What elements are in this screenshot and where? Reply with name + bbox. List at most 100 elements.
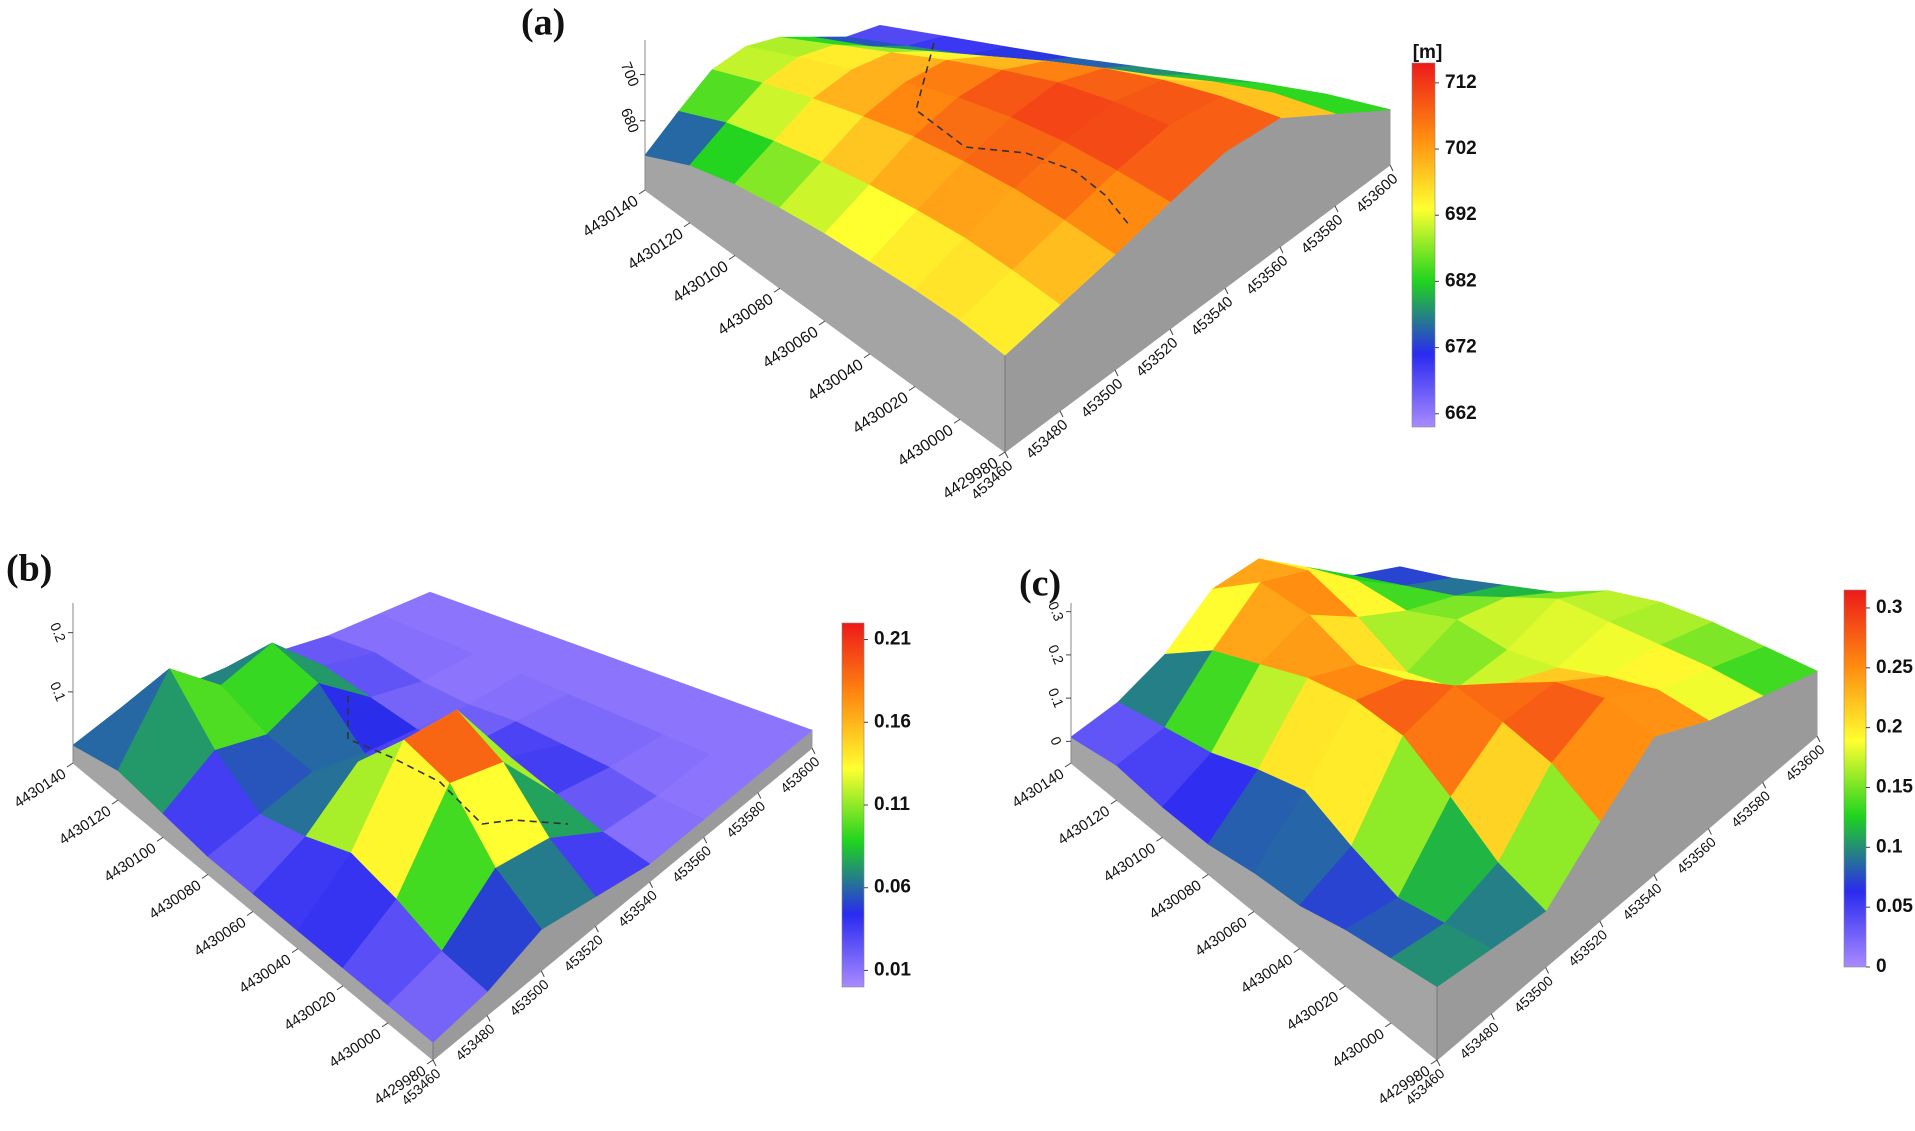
z-tick-label: 0.1 xyxy=(47,679,69,703)
profile-line xyxy=(915,42,1131,227)
y-tick xyxy=(336,985,344,991)
panel: 4429980443000044300204430040443006044300… xyxy=(1009,558,1913,1108)
y-tick xyxy=(1201,873,1209,879)
y-tick xyxy=(908,386,916,391)
x-tick xyxy=(649,881,654,888)
colorbar-tick-label: 0.1 xyxy=(1876,836,1903,857)
y-tick-label: 4430140 xyxy=(1009,765,1067,811)
y-tick-label: 4430080 xyxy=(146,877,204,923)
x-tick xyxy=(703,836,708,844)
y-tick xyxy=(381,1022,389,1028)
x-tick xyxy=(540,970,545,978)
y-tick-label: 4430020 xyxy=(281,988,339,1034)
panel: 4429980443000044300204430040443006044300… xyxy=(521,2,1477,504)
colorbar-tick-label: 0.25 xyxy=(1876,657,1913,678)
x-tick xyxy=(1707,828,1712,835)
x-tick xyxy=(1599,920,1604,928)
colorbar-tick-label: 0.06 xyxy=(874,877,911,898)
y-tick xyxy=(773,287,781,293)
y-tick-label: 4430000 xyxy=(326,1025,384,1071)
y-tick xyxy=(246,911,254,916)
y-tick-label: 4430000 xyxy=(895,422,957,470)
y-tick xyxy=(201,873,209,879)
y-tick xyxy=(1247,911,1255,916)
y-tick-label: 4430100 xyxy=(101,840,159,886)
y-tick xyxy=(1430,1059,1438,1065)
colorbar-tick-label: 0.11 xyxy=(874,794,910,815)
z-tick-label: 0.2 xyxy=(1045,642,1067,666)
y-tick-label: 4430120 xyxy=(56,803,114,849)
y-tick-label: 4430080 xyxy=(1146,877,1204,923)
y-tick-label: 4430140 xyxy=(11,765,69,811)
colorbar-tick-label: 0.2 xyxy=(1876,717,1902,738)
x-tick xyxy=(1279,246,1284,254)
x-tick xyxy=(1389,164,1394,172)
colorbar-tick-label: 0.15 xyxy=(1876,776,1913,797)
colorbar-tick-label: 702 xyxy=(1445,138,1477,159)
x-tick xyxy=(1059,410,1064,418)
y-tick-label: 4430120 xyxy=(625,225,687,273)
colorbar-tick-label: 0.16 xyxy=(874,711,911,732)
y-tick xyxy=(1110,799,1118,805)
y-tick xyxy=(1064,762,1072,768)
x-tick xyxy=(1762,782,1767,789)
colorbar xyxy=(841,622,865,988)
z-tick-label: 0.1 xyxy=(1045,686,1067,710)
y-tick xyxy=(683,222,691,228)
colorbar-tick-label: 672 xyxy=(1445,337,1477,358)
x-tick xyxy=(594,926,599,933)
y-tick xyxy=(638,189,646,195)
panel-label: (c) xyxy=(1019,563,1061,605)
z-tick-label: 700 xyxy=(617,60,642,90)
x-tick xyxy=(1816,735,1821,743)
y-tick xyxy=(156,836,164,842)
x-tick xyxy=(486,1015,491,1022)
profile-line xyxy=(347,696,569,825)
y-tick xyxy=(1293,948,1301,954)
y-tick-label: 4430020 xyxy=(850,389,912,437)
y-tick xyxy=(818,320,826,326)
y-tick xyxy=(66,762,74,768)
colorbar-label: [m] xyxy=(1413,42,1443,63)
x-tick xyxy=(757,792,762,799)
y-tick-label: 4430100 xyxy=(670,258,732,306)
x-tick xyxy=(1545,967,1550,974)
y-tick-label: 4430140 xyxy=(580,193,642,241)
x-tick xyxy=(1436,1059,1441,1067)
y-tick-label: 4430040 xyxy=(805,356,867,404)
y-tick-label: 4430080 xyxy=(715,291,777,339)
y-tick-label: 4430060 xyxy=(760,324,822,372)
x-tick xyxy=(1490,1013,1495,1020)
colorbar xyxy=(1411,62,1436,428)
x-tick xyxy=(1169,328,1174,336)
colorbar-tick-label: 0 xyxy=(1876,956,1887,977)
z-tick-label: 0.3 xyxy=(1045,599,1067,623)
x-tick xyxy=(1114,369,1119,377)
surface-cell xyxy=(1390,923,1492,987)
x-tick xyxy=(432,1059,437,1067)
panel-label: (b) xyxy=(6,548,52,590)
y-tick-label: 4430040 xyxy=(1238,951,1296,997)
y-tick xyxy=(1339,985,1346,991)
y-tick-label: 4430060 xyxy=(191,914,249,960)
surface-cell xyxy=(387,951,488,1043)
colorbar-tick-label: 0.3 xyxy=(1876,597,1902,618)
colorbar-tick-label: 712 xyxy=(1445,72,1477,93)
surface-cell xyxy=(959,269,1061,356)
y-tick-label: 4430120 xyxy=(1055,803,1113,849)
y-tick xyxy=(426,1059,434,1065)
panel: 4429980443000044300204430040443006044300… xyxy=(6,548,911,1109)
z-tick-label: 680 xyxy=(617,106,642,136)
y-tick xyxy=(863,353,871,359)
colorbar-tick-label: 682 xyxy=(1445,270,1477,291)
colorbar-tick-label: 0.05 xyxy=(1876,896,1913,917)
colorbar-tick-label: 662 xyxy=(1445,403,1477,424)
y-tick xyxy=(728,255,736,260)
y-tick xyxy=(111,799,119,805)
y-tick-label: 4430060 xyxy=(1192,914,1250,960)
x-tick xyxy=(1224,287,1229,295)
colorbar-tick-label: 0.01 xyxy=(874,959,911,980)
colorbar-tick-label: 0.21 xyxy=(874,629,911,650)
